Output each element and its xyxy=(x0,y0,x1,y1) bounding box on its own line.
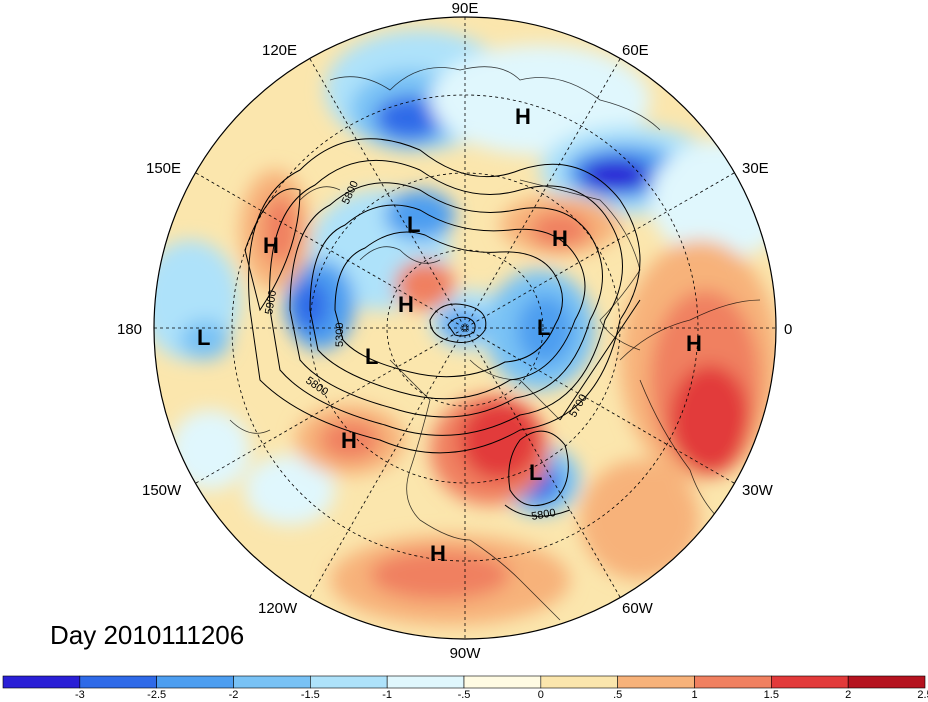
colorbar-tick-label: 2.5 xyxy=(917,689,928,701)
colorbar-tick-label: .5 xyxy=(613,689,622,701)
colorbar-swatch xyxy=(540,675,618,689)
lon-label-0: 0 xyxy=(784,321,792,338)
contour-label: 5900 xyxy=(263,289,279,315)
pressure-centers: H H H H H H H L L L L L xyxy=(197,104,702,566)
colorbar-swatch xyxy=(771,675,849,689)
map-boundary xyxy=(153,16,777,640)
colorbar-tick-label: 2 xyxy=(845,689,851,701)
low-marker: L xyxy=(529,460,542,485)
figure-title: Day 2010111206 xyxy=(50,620,245,650)
high-marker: H xyxy=(263,233,279,258)
colorbar-swatch xyxy=(310,675,388,689)
coastlines xyxy=(229,66,761,621)
high-marker: H xyxy=(398,292,414,317)
longitude-labels: 90E 60E 120E 30E 150E 0 180 30W 150W 60W… xyxy=(117,0,792,662)
high-marker: H xyxy=(430,541,446,566)
colorbar-swatch xyxy=(463,675,542,689)
high-marker: H xyxy=(686,331,702,356)
colorbar: -3-2.5-2-1.5-1-.50.511.522.53 xyxy=(2,675,928,701)
lon-label-180: 180 xyxy=(117,321,142,338)
colorbar-tick-label: -1 xyxy=(382,689,392,701)
colorbar-swatch xyxy=(847,675,926,689)
colorbar-swatch xyxy=(386,675,465,689)
lon-label-90E: 90E xyxy=(452,0,479,17)
high-marker: H xyxy=(552,226,568,251)
lon-label-120W: 120W xyxy=(258,600,298,617)
colorbar-swatch xyxy=(156,675,234,689)
colorbar-tick-label: -.5 xyxy=(458,689,471,701)
colorbar-swatch xyxy=(694,675,772,689)
high-marker: H xyxy=(515,104,531,129)
lon-label-60W: 60W xyxy=(622,600,654,617)
lon-label-150W: 150W xyxy=(142,482,182,499)
colorbar-swatch xyxy=(2,675,81,689)
high-marker: H xyxy=(341,428,357,453)
graticule xyxy=(154,17,776,639)
low-marker: L xyxy=(537,315,550,340)
colorbar-swatch xyxy=(79,675,157,689)
colorbar-tick-label: -3 xyxy=(75,689,85,701)
low-marker: L xyxy=(365,344,378,369)
lon-label-120E: 120E xyxy=(262,42,297,59)
lon-label-30E: 30E xyxy=(742,160,769,177)
colorbar-swatch xyxy=(617,675,695,689)
lon-label-30W: 30W xyxy=(742,482,774,499)
colorbar-tick-label: 0 xyxy=(538,689,544,701)
lon-label-90W: 90W xyxy=(450,645,482,662)
colorbar-tick-label: -2.5 xyxy=(147,689,166,701)
low-marker: L xyxy=(407,212,420,237)
colorbar-tick-label: 1 xyxy=(691,689,697,701)
contour-label: 5800 xyxy=(530,507,556,523)
anomaly-field xyxy=(154,17,776,639)
colorbar-swatch xyxy=(233,675,311,689)
lon-label-60E: 60E xyxy=(622,42,649,59)
lon-label-150E: 150E xyxy=(146,160,181,177)
colorbar-tick-label: 1.5 xyxy=(764,689,779,701)
contour-label: 5300 xyxy=(334,323,346,347)
height-contours xyxy=(244,138,641,517)
colorbar-tick-label: -1.5 xyxy=(301,689,320,701)
colorbar-tick-label: -2 xyxy=(229,689,239,701)
low-marker: L xyxy=(197,325,210,350)
